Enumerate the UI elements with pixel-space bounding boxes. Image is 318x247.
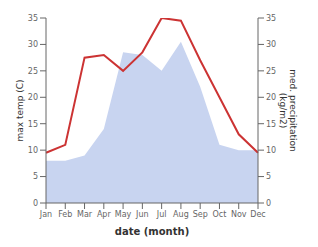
svg-text:20: 20 bbox=[28, 93, 38, 102]
svg-text:Apr: Apr bbox=[97, 210, 112, 219]
svg-text:35: 35 bbox=[28, 14, 38, 23]
svg-text:Aug: Aug bbox=[173, 210, 189, 219]
svg-text:med. precipitation(kg/m2): med. precipitation(kg/m2) bbox=[278, 69, 298, 151]
svg-text:Jul: Jul bbox=[156, 210, 167, 219]
svg-text:date (month): date (month) bbox=[115, 226, 189, 237]
svg-text:May: May bbox=[115, 210, 132, 219]
svg-text:max temp (C): max temp (C) bbox=[15, 79, 25, 141]
svg-text:30: 30 bbox=[266, 40, 276, 49]
svg-text:25: 25 bbox=[28, 67, 38, 76]
svg-text:35: 35 bbox=[266, 14, 276, 23]
svg-text:10: 10 bbox=[28, 146, 38, 155]
svg-text:15: 15 bbox=[28, 120, 38, 129]
svg-text:Jun: Jun bbox=[135, 210, 149, 219]
svg-text:Oct: Oct bbox=[213, 210, 227, 219]
svg-text:5: 5 bbox=[266, 172, 271, 181]
svg-text:25: 25 bbox=[266, 67, 276, 76]
svg-text:Nov: Nov bbox=[231, 210, 247, 219]
svg-text:15: 15 bbox=[266, 120, 276, 129]
svg-text:Feb: Feb bbox=[58, 210, 72, 219]
svg-text:0: 0 bbox=[33, 199, 38, 208]
svg-text:20: 20 bbox=[266, 93, 276, 102]
svg-text:10: 10 bbox=[266, 146, 276, 155]
svg-text:Jan: Jan bbox=[39, 210, 52, 219]
svg-text:30: 30 bbox=[28, 40, 38, 49]
svg-text:Mar: Mar bbox=[77, 210, 93, 219]
svg-text:Dec: Dec bbox=[250, 210, 265, 219]
svg-text:0: 0 bbox=[266, 199, 271, 208]
svg-text:Sep: Sep bbox=[193, 210, 208, 219]
svg-text:5: 5 bbox=[33, 172, 38, 181]
